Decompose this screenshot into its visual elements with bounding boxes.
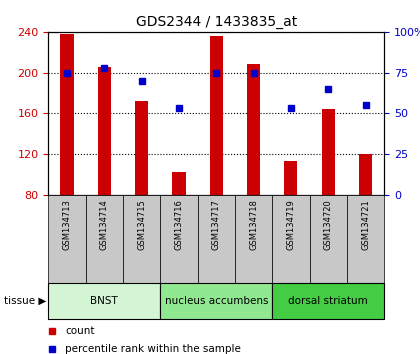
Text: GSM134721: GSM134721 xyxy=(361,199,370,250)
Bar xyxy=(160,283,272,319)
Bar xyxy=(198,195,235,283)
Text: GSM134717: GSM134717 xyxy=(212,199,221,250)
Bar xyxy=(98,68,111,195)
Bar xyxy=(48,283,160,319)
Text: BNST: BNST xyxy=(90,296,118,306)
Text: dorsal striatum: dorsal striatum xyxy=(289,296,368,306)
Bar xyxy=(284,161,297,195)
Title: GDS2344 / 1433835_at: GDS2344 / 1433835_at xyxy=(136,16,297,29)
Text: nucleus accumbens: nucleus accumbens xyxy=(165,296,268,306)
Bar xyxy=(272,195,310,283)
Bar xyxy=(247,64,260,195)
Bar xyxy=(123,195,160,283)
Bar xyxy=(359,154,372,195)
Bar xyxy=(272,283,384,319)
Bar xyxy=(173,172,186,195)
Text: GSM134714: GSM134714 xyxy=(100,199,109,250)
Bar xyxy=(48,195,86,283)
Text: GSM134713: GSM134713 xyxy=(63,199,71,250)
Bar xyxy=(347,195,384,283)
Text: GSM134719: GSM134719 xyxy=(286,199,295,250)
Bar xyxy=(322,109,335,195)
Bar xyxy=(310,195,347,283)
Bar xyxy=(86,195,123,283)
Text: tissue ▶: tissue ▶ xyxy=(4,296,46,306)
Bar xyxy=(160,195,198,283)
Bar xyxy=(135,101,148,195)
Text: GSM134718: GSM134718 xyxy=(249,199,258,250)
Text: count: count xyxy=(65,326,94,336)
Bar xyxy=(235,195,272,283)
Bar xyxy=(60,34,74,195)
Text: percentile rank within the sample: percentile rank within the sample xyxy=(65,344,241,354)
Bar xyxy=(210,36,223,195)
Text: GSM134715: GSM134715 xyxy=(137,199,146,250)
Text: GSM134720: GSM134720 xyxy=(324,199,333,250)
Text: GSM134716: GSM134716 xyxy=(174,199,184,250)
